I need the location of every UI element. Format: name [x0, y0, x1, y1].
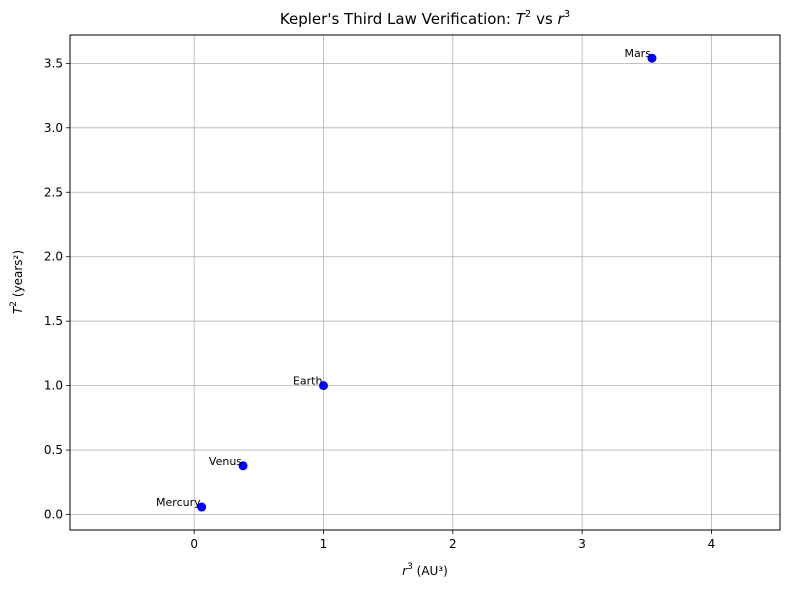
data-point-mercury	[197, 502, 207, 512]
x-tick-label: 3	[578, 537, 586, 551]
data-point-mars	[647, 53, 657, 63]
chart-title: Kepler's Third Law Verification: T2 vs r…	[280, 9, 570, 28]
data-points: Mercury Venus Earth Mars	[156, 47, 657, 512]
plot-frame	[69, 34, 781, 531]
y-tick-label: 3.0	[44, 121, 63, 135]
y-tick-label: 1.0	[44, 379, 63, 393]
y-tick-label: 0.5	[44, 443, 63, 457]
point-label-earth: Earth	[293, 375, 323, 388]
y-tick-label: 1.5	[44, 314, 63, 328]
y-tick-label: 2.0	[44, 250, 63, 264]
point-label-mars: Mars	[624, 47, 651, 60]
data-point-earth	[318, 381, 328, 391]
point-label-venus: Venus	[209, 455, 242, 468]
y-tick-label: 3.5	[44, 56, 63, 70]
x-tick-label: 2	[449, 537, 457, 551]
x-tick-label: 0	[190, 537, 198, 551]
x-tick-label: 4	[708, 537, 716, 551]
grid	[70, 35, 780, 530]
point-label-mercury: Mercury	[156, 496, 201, 509]
x-axis-label: r3 (AU³)	[402, 562, 448, 578]
y-axis-label: T2 (years²)	[9, 250, 25, 314]
ticks: 0 1 2 3 4 0.0 0.5 1.0 1.5 2.0 2.5 3.0 3.5	[44, 56, 715, 551]
data-point-venus	[238, 461, 248, 471]
x-tick-label: 1	[320, 537, 328, 551]
y-tick-label: 2.5	[44, 185, 63, 199]
y-tick-label: 0.0	[44, 508, 63, 522]
